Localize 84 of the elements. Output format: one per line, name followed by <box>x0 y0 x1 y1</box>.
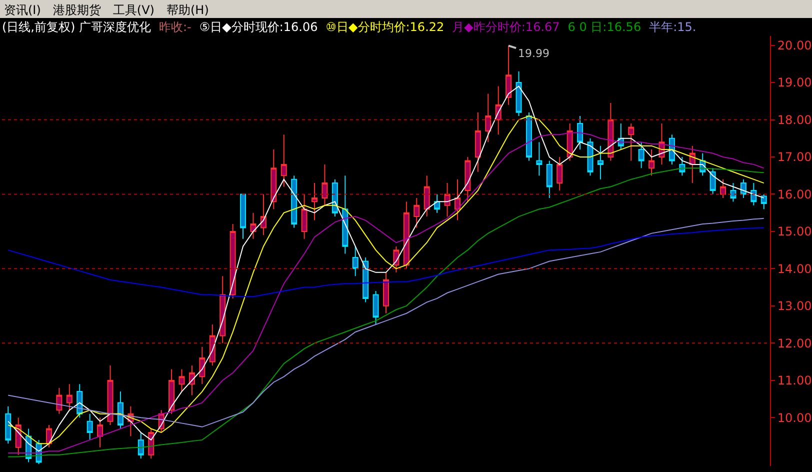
candlestick <box>546 160 552 198</box>
candlestick <box>240 194 246 240</box>
text: 6 0 日:16.56 <box>568 20 642 34</box>
candlestick <box>352 246 358 277</box>
y-tick-label: 13.00 <box>777 299 812 314</box>
candlestick <box>587 138 594 176</box>
line-series <box>8 227 764 298</box>
y-tick-label: 14.00 <box>777 262 812 276</box>
y-tick-label: 18.00 <box>777 112 812 127</box>
text: 半年:15. <box>649 20 696 34</box>
candlestick <box>230 224 236 299</box>
candlestick <box>372 290 379 326</box>
candlestick <box>485 93 492 143</box>
candlestick <box>383 272 389 314</box>
text: 工具(V) <box>112 2 156 19</box>
candlestick <box>720 178 726 198</box>
candlestick <box>138 432 144 460</box>
candlestick <box>220 276 226 344</box>
candlestick <box>76 384 83 418</box>
candlestick <box>628 122 634 162</box>
candlestick <box>291 175 298 228</box>
candlestick <box>322 164 328 206</box>
candlestick <box>97 417 104 448</box>
candlestick <box>474 112 481 172</box>
y-tick-label: 17.00 <box>777 150 812 164</box>
y-tick-label: 15.00 <box>777 224 812 239</box>
candlestick <box>312 182 318 221</box>
text: ⑩日◆分时均价:16.22 <box>326 20 444 34</box>
candlestick <box>730 182 736 202</box>
candlestick <box>117 391 124 430</box>
candlestick <box>5 406 12 444</box>
candlestick <box>597 145 604 180</box>
candlestick <box>66 384 72 411</box>
candlestick <box>710 168 716 195</box>
candlestick <box>454 178 460 221</box>
y-tick-label: 16.00 <box>777 187 812 202</box>
candlestick <box>536 142 542 176</box>
candlestick <box>414 197 420 228</box>
annotation: 19.99 <box>518 47 550 60</box>
candlestick <box>86 413 93 440</box>
candlestick <box>464 156 471 202</box>
y-tick-label: 12.00 <box>777 336 812 350</box>
y-tick-label: 19.00 <box>777 76 812 90</box>
candlestick <box>178 368 185 392</box>
line-series <box>8 218 764 428</box>
candlestick <box>280 134 287 188</box>
candlestick <box>56 387 62 414</box>
candlestick <box>107 364 114 426</box>
candlestick <box>260 194 266 236</box>
text: 港股期货 <box>52 2 102 19</box>
y-tick-label: 10.00 <box>777 410 812 425</box>
candlestick <box>526 112 532 162</box>
text: 资讯(I) <box>3 2 42 19</box>
y-tick-label: 11.00 <box>777 374 812 388</box>
text: 昨收:- <box>159 20 192 34</box>
text: ⑤日◆分时现价:16.06 <box>199 20 318 34</box>
candlestick <box>301 194 308 240</box>
candlestick <box>199 346 206 385</box>
candlestick <box>342 175 348 254</box>
candlestick <box>332 178 338 218</box>
chart-title: (日线,前复权) 广哥深度优化 <box>2 20 151 34</box>
candlestick <box>393 246 400 273</box>
candlestick <box>168 368 175 414</box>
candlestick <box>434 194 440 214</box>
candlestick <box>679 156 686 176</box>
candlestick <box>250 212 256 240</box>
candlestick <box>188 364 195 396</box>
candlestick <box>516 70 522 117</box>
candlestick <box>403 201 410 270</box>
candlestick <box>444 182 450 218</box>
text: 月◆昨分时价:16.67 <box>452 20 560 34</box>
candlestick <box>506 45 512 106</box>
candlestick <box>362 257 369 303</box>
candlestick <box>270 149 277 210</box>
text: 帮助(H) <box>165 2 210 19</box>
candlestick <box>760 194 767 210</box>
candlestick <box>424 175 430 218</box>
candlestick <box>577 116 584 150</box>
y-tick-label: 20.00 <box>777 38 812 53</box>
candlestick <box>750 182 757 206</box>
candlestick <box>638 142 644 169</box>
candlestick <box>556 156 563 191</box>
candlestick <box>608 102 614 162</box>
candlestick <box>648 149 655 176</box>
